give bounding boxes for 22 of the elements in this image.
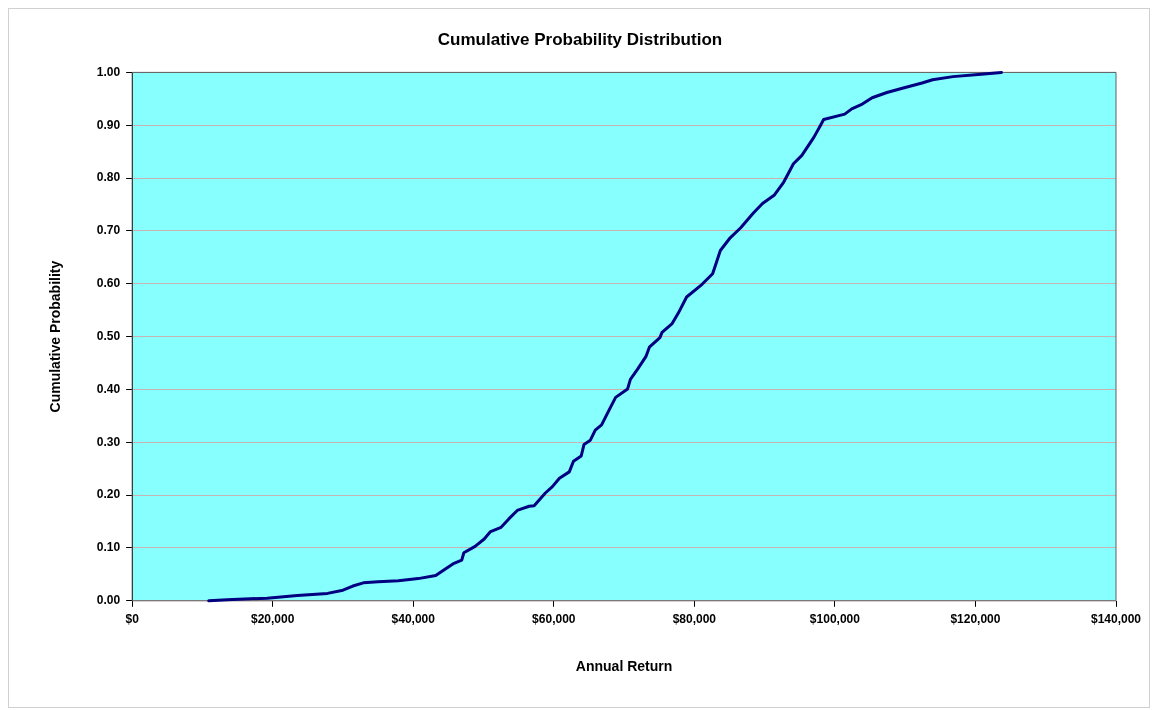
- x-tick-label: $140,000: [1090, 612, 1142, 627]
- y-tick-label: 1.00: [96, 64, 121, 79]
- y-tick-label: 0.10: [96, 540, 121, 555]
- x-tick-label: $120,000: [950, 612, 1001, 627]
- y-tick-label: 0.20: [96, 487, 121, 502]
- y-tick-label: 0.40: [96, 381, 121, 396]
- x-tick-label: $60,000: [532, 612, 576, 627]
- y-tick-label: 0.30: [96, 434, 121, 449]
- x-tick-label: $100,000: [809, 612, 861, 627]
- x-axis-title: Annual Return: [575, 658, 673, 675]
- x-tick-label: $20,000: [251, 612, 295, 627]
- y-tick-label: 0.70: [96, 223, 121, 238]
- chart-title: Cumulative Probability Distribution: [437, 29, 723, 49]
- x-tick-label: $80,000: [672, 612, 717, 627]
- x-tick-label: $40,000: [391, 612, 436, 627]
- x-tick-label: $0: [125, 612, 140, 627]
- y-tick-label: 0.00: [96, 593, 121, 608]
- y-tick-label: 0.80: [96, 170, 121, 185]
- y-tick-label: 0.60: [96, 276, 121, 291]
- y-tick-label: 0.90: [96, 117, 121, 132]
- y-axis-title: Cumulative Probability: [47, 260, 64, 413]
- y-tick-label: 0.50: [96, 328, 121, 343]
